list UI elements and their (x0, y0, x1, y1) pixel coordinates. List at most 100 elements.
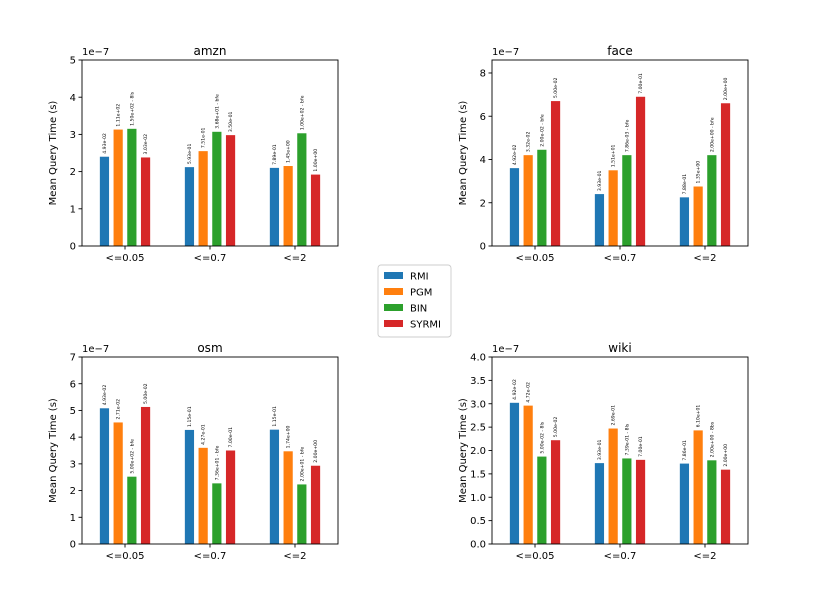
bar-rmi (184, 167, 195, 246)
x-tick-label: <=0.05 (105, 253, 144, 264)
bar-value-label: 2.00e+00 (723, 77, 729, 100)
bar-value-label: 2.69e-01 (611, 405, 617, 426)
legend-swatch-rmi (384, 272, 403, 279)
bar-bin (537, 456, 547, 544)
bar-value-label: 1.50e+02 - 8ls (129, 91, 135, 126)
bar-value-label: 3.32e-02 (526, 132, 532, 153)
bar-value-label: 4.93e-02 (102, 133, 108, 154)
bar-value-label: 4.92e-02 (512, 379, 518, 400)
bar-value-label: 3.93e-01 (597, 170, 603, 191)
legend-label: BIN (410, 304, 427, 315)
bar-bin (127, 128, 137, 246)
bar-value-label: 7.89e-01 (272, 144, 278, 165)
bar-value-label: 7.39e-01 - 8ls (624, 423, 630, 455)
bar-bin (212, 483, 222, 544)
offset-label: 1e−7 (492, 344, 519, 355)
bar-syrmi (140, 406, 151, 544)
y-tick-label: 5 (70, 406, 76, 417)
bar-rmi (679, 197, 690, 246)
bar-bin (127, 476, 137, 544)
bar-bin (622, 458, 632, 544)
y-axis-label: Mean Query Time (s) (48, 398, 59, 503)
bar-value-label: 1.00e+00 (313, 149, 319, 172)
legend-frame (377, 264, 452, 338)
bar-value-label: 2.00e+00 (723, 444, 729, 467)
y-axis-label: Mean Query Time (s) (48, 101, 59, 206)
bar-value-label: 7.86e-01 (682, 440, 688, 461)
bar-value-label: 7.51e-01 (201, 128, 207, 149)
x-tick-label: <=2 (283, 551, 306, 562)
bar-value-label: 5.00e-02 (553, 417, 559, 438)
bar-value-label: 6.10e+01 (696, 405, 702, 428)
y-axis-label: Mean Query Time (s) (458, 101, 469, 206)
bar-value-label: 3.50e-01 (228, 112, 234, 133)
legend-label: RMI (410, 272, 429, 283)
bar-value-label: 7.00e-01 (228, 427, 234, 448)
bar-value-label: 1.35e+00 (696, 161, 702, 184)
bar-rmi (99, 408, 110, 544)
y-tick-label: 2.0 (470, 446, 486, 457)
bar-syrmi (720, 469, 731, 544)
y-tick-label: 6 (70, 379, 76, 390)
legend-swatch-bin (384, 304, 403, 311)
chart-title: face (607, 44, 633, 58)
y-tick-label: 8 (480, 69, 486, 80)
bar-value-label: 2.00e+00 (313, 440, 319, 463)
legend-label: PGM (410, 288, 432, 299)
chart-osm: 4.93e-02 2.71e-02 5.00e+02 - bfe 5.00e-02 1.… (48, 341, 339, 562)
bar-value-label: 1.51e+01 (611, 144, 617, 167)
bar-pgm (693, 430, 703, 544)
y-tick-label: 3.5 (470, 376, 486, 387)
bar-pgm (113, 422, 123, 544)
y-tick-label: 0 (70, 242, 76, 253)
bar-value-label: 4.72e-02 (526, 382, 532, 403)
bar-bin (212, 131, 222, 246)
x-tick-label: <=0.7 (194, 253, 227, 264)
bar-syrmi (550, 440, 561, 544)
bar-pgm (198, 447, 208, 544)
y-tick-label: 4.0 (470, 353, 486, 364)
chart-amzn: 4.93e-02 1.11e+02 1.50e+02 - 8ls 3.03e-02 5.… (48, 44, 339, 264)
bar-value-label: 1.11e+02 (116, 104, 122, 127)
bar-value-label: 5.93e-01 (187, 144, 193, 165)
offset-label: 1e−7 (82, 47, 109, 58)
bar-value-label: 7.00e-01 (638, 436, 644, 457)
bar-syrmi (635, 96, 646, 247)
legend-label: SYRMI (410, 320, 441, 331)
bar-value-label: 3.68e+01 - bfe (214, 94, 220, 129)
bar-syrmi (140, 157, 151, 246)
chart-title: wiki (608, 341, 631, 355)
bar-syrmi (310, 465, 321, 544)
bar-value-label: 1.00e+02 - bfe (299, 95, 305, 130)
x-tick-label: <=2 (283, 253, 306, 264)
bar-rmi (269, 167, 280, 246)
y-tick-label: 6 (480, 112, 486, 123)
bar-value-label: 2.00e+00 - 8bs (709, 421, 715, 457)
bar-rmi (269, 429, 280, 544)
bar-value-label: 4.27e-01 (201, 424, 207, 445)
legend-swatch-pgm (384, 288, 403, 295)
x-tick-label: <=2 (693, 551, 716, 562)
bar-value-label: 5.00e-02 - 8ls (539, 421, 545, 453)
chart-face: 4.92e-02 3.32e-02 2.00e-02 - bfe 5.00e-02 3.… (458, 44, 749, 264)
bar-value-label: 4.93e-02 (102, 385, 108, 406)
bar-value-label: 2.00e+00 - bfe (709, 117, 715, 152)
bar-value-label: 7.00e-01 (638, 73, 644, 94)
bar-rmi (679, 463, 690, 544)
y-tick-label: 0 (70, 540, 76, 551)
y-tick-label: 0 (480, 242, 486, 253)
bar-value-label: 7.86e-03 - bfe (624, 119, 630, 152)
x-tick-label: <=0.7 (604, 551, 637, 562)
y-tick-label: 1 (70, 204, 76, 215)
y-tick-label: 3 (70, 459, 76, 470)
y-tick-label: 0.5 (470, 516, 486, 527)
bar-syrmi (635, 459, 646, 544)
bar-bin (537, 149, 547, 246)
bar-value-label: 5.00e+02 - bfe (129, 439, 135, 474)
bar-syrmi (225, 450, 236, 544)
y-tick-label: 1 (70, 513, 76, 524)
bar-syrmi (720, 103, 731, 246)
bar-pgm (608, 428, 618, 544)
y-tick-label: 2 (480, 198, 486, 209)
